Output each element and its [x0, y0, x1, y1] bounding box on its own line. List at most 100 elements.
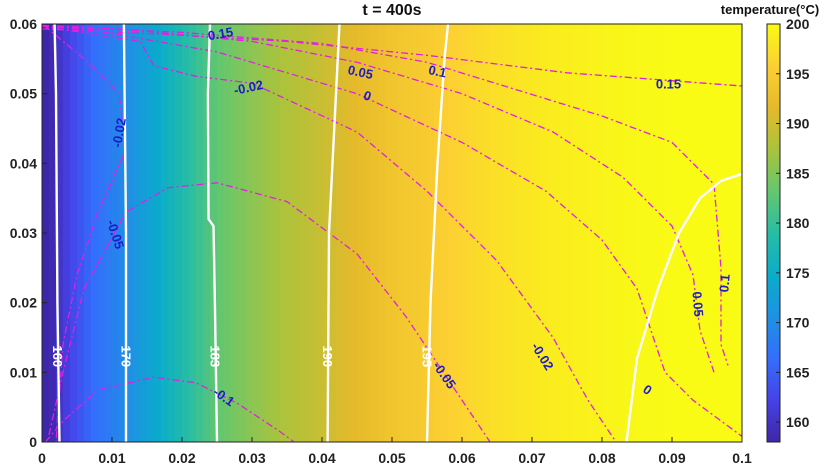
field-band	[630, 24, 638, 442]
x-tick-label: 0.1	[732, 450, 752, 466]
field-band	[595, 24, 603, 442]
field-band	[119, 24, 127, 442]
field-band	[602, 24, 610, 442]
colorbar-tick-label: 180	[786, 215, 810, 231]
field-band	[175, 24, 183, 442]
field-band	[679, 24, 687, 442]
field-band	[658, 24, 666, 442]
field-band	[707, 24, 715, 442]
field-band	[224, 24, 232, 442]
temperature-contour-label: 183	[207, 345, 222, 367]
field-band	[385, 24, 393, 442]
field-band	[539, 24, 547, 442]
y-axis: 0 0.01 0.02 0.03 0.04 0.05 0.06	[10, 16, 47, 450]
field-band	[182, 24, 190, 442]
field-band	[413, 24, 421, 442]
stress-contour-label: 0.15	[207, 24, 235, 43]
temperature-contour-line	[326, 24, 341, 442]
colorbar-tick-label: 195	[786, 66, 810, 82]
field-band	[126, 24, 134, 442]
field-band	[98, 24, 106, 442]
field-band	[343, 24, 351, 442]
field-band	[448, 24, 456, 442]
x-tick-label: 0.07	[518, 450, 545, 466]
field-band	[84, 24, 92, 442]
field-band	[245, 24, 253, 442]
field-band	[266, 24, 274, 442]
field-band	[427, 24, 435, 442]
field-band	[490, 24, 498, 442]
field-band	[203, 24, 211, 442]
x-tick-label: 0.09	[658, 450, 685, 466]
x-tick-label: 0.08	[588, 450, 615, 466]
stress-contours	[42, 24, 742, 442]
colorbar-ticks: 160 165 170 175 180 185 190 195 200	[776, 16, 810, 430]
field-band	[462, 24, 470, 442]
y-tick-label: 0.01	[10, 364, 37, 380]
field-band	[56, 24, 64, 442]
field-band	[469, 24, 477, 442]
stress-contour-line	[48, 182, 491, 442]
colorbar-tick-label: 200	[786, 16, 810, 32]
field-band	[546, 24, 554, 442]
field-band	[532, 24, 540, 442]
field-band	[455, 24, 463, 442]
field-band	[406, 24, 414, 442]
y-tick-label: 0.02	[10, 295, 37, 311]
stress-contour-label: 0.1	[716, 274, 733, 293]
field-band	[63, 24, 71, 442]
field-band	[301, 24, 309, 442]
stress-contour-line	[42, 25, 729, 366]
field-band	[700, 24, 708, 442]
field-band	[686, 24, 694, 442]
y-tick-label: 0.06	[10, 16, 37, 32]
field-band	[721, 24, 729, 442]
temperature-contour-label: 160	[50, 345, 65, 367]
temperature-contour-line	[425, 24, 450, 442]
stress-contour-label: 0	[362, 87, 374, 104]
field-band	[322, 24, 330, 442]
field-band	[308, 24, 316, 442]
field-band	[637, 24, 645, 442]
stress-contour-line	[43, 24, 127, 442]
field-band	[70, 24, 78, 442]
y-tick-label: 0.04	[10, 155, 37, 171]
stress-contour-line	[42, 28, 742, 87]
field-band	[518, 24, 526, 442]
field-band	[315, 24, 323, 442]
field-band	[350, 24, 358, 442]
field-band	[336, 24, 344, 442]
stress-contour-label: 0.1	[427, 62, 448, 80]
field-band	[665, 24, 673, 442]
colorbar-tick-label: 175	[786, 265, 810, 281]
temperature-contour-label: 195	[420, 345, 435, 367]
field-band	[567, 24, 575, 442]
field-band	[525, 24, 533, 442]
field-band	[189, 24, 197, 442]
field-band	[238, 24, 246, 442]
colorbar-tick-label: 160	[786, 414, 810, 430]
temperature-contour-line	[206, 24, 219, 442]
x-tick-label: 0.04	[308, 450, 335, 466]
x-tick-label: 0.06	[448, 450, 475, 466]
field-band	[91, 24, 99, 442]
stress-contour-line	[45, 376, 295, 442]
field-band	[217, 24, 225, 442]
field-band	[560, 24, 568, 442]
field-band	[735, 24, 742, 442]
x-tick-label: 0.01	[98, 450, 125, 466]
field-band	[616, 24, 624, 442]
field-band	[287, 24, 295, 442]
temperature-field	[42, 24, 742, 442]
stress-contour-label: -0.02	[232, 77, 264, 98]
field-band	[392, 24, 400, 442]
field-band	[161, 24, 169, 442]
field-band	[133, 24, 141, 442]
x-tick-label: 0.02	[168, 450, 195, 466]
field-band	[609, 24, 617, 442]
temperature-contour-label: 170	[119, 345, 134, 367]
temperature-contour-label: 190	[320, 345, 335, 367]
plot-area: 160 170 183 190 195 0.15 0.05 0.1 0.15 -0.02 0 -0.0…	[41, 23, 743, 443]
